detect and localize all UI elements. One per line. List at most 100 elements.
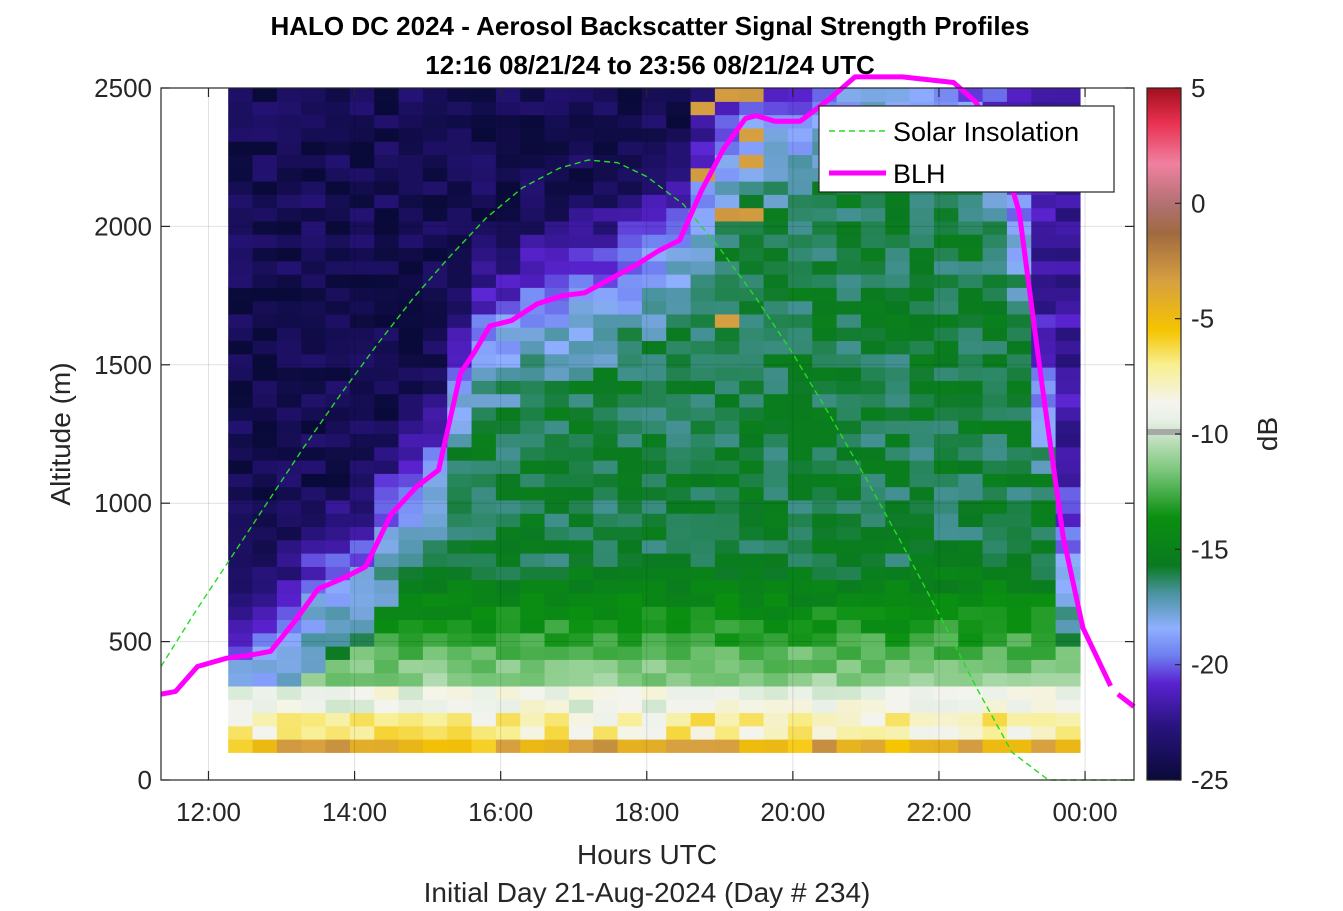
heatmap-cell (617, 274, 643, 288)
heatmap-cell (301, 699, 327, 714)
heatmap-cell (398, 725, 424, 740)
heatmap-cell (1006, 406, 1032, 421)
heatmap-cell (641, 220, 667, 235)
heatmap-cell (909, 579, 935, 594)
heatmap-cell (544, 499, 570, 514)
heatmap-cell (398, 553, 424, 567)
heatmap-cell (739, 526, 765, 541)
heatmap-cell (617, 526, 643, 541)
heatmap-cell (982, 632, 1008, 647)
heatmap-cell (398, 539, 424, 554)
heatmap-cell (860, 526, 886, 541)
heatmap-cell (666, 406, 692, 421)
heatmap-cell (325, 553, 351, 567)
heatmap-cell (763, 566, 789, 581)
heatmap-cell (301, 619, 327, 634)
heatmap-cell (422, 526, 448, 541)
heatmap-cell (641, 181, 667, 195)
heatmap-cell (666, 499, 692, 514)
heatmap-cell (301, 632, 327, 647)
heatmap-cell (568, 260, 594, 275)
heatmap-cell (958, 539, 984, 554)
heatmap-cell (349, 380, 375, 395)
heatmap-cell (422, 194, 448, 209)
heatmap-cell (398, 287, 424, 302)
heatmap-cell (495, 473, 521, 488)
heatmap-cell (471, 154, 497, 169)
colorbar: 50-5-10-15-20-25 dB (1146, 73, 1283, 795)
heatmap-cell (763, 380, 789, 395)
heatmap-cell (301, 313, 327, 328)
heatmap-cell (909, 646, 935, 660)
heatmap-cell (252, 114, 278, 129)
heatmap-cell (714, 393, 740, 408)
heatmap-cell (447, 606, 473, 621)
heatmap-cell (374, 167, 400, 182)
heatmap-cell (958, 194, 984, 209)
heatmap-cell (471, 632, 497, 647)
heatmap-cell (787, 499, 813, 514)
heatmap-cell (909, 88, 935, 102)
heatmap-cell (617, 632, 643, 647)
heatmap-cell (617, 473, 643, 488)
heatmap-cell (787, 380, 813, 395)
heatmap-cell (520, 579, 546, 594)
heatmap-cell (228, 712, 254, 727)
heatmap-cell (568, 685, 594, 700)
heatmap-cell (325, 181, 351, 195)
heatmap-cell (666, 460, 692, 474)
heatmap-cell (374, 433, 400, 448)
heatmap-cell (593, 220, 619, 235)
heatmap-cell (471, 181, 497, 195)
heatmap-cell (544, 154, 570, 169)
heatmap-cell (349, 646, 375, 660)
heatmap-cell (641, 499, 667, 514)
heatmap-cell (349, 579, 375, 594)
heatmap-cell (933, 340, 959, 355)
heatmap-cell (860, 685, 886, 700)
axes-box (160, 87, 1135, 781)
heatmap-cell (1031, 220, 1057, 235)
blh-line-segment (1116, 692, 1136, 709)
heatmap-cell (812, 646, 838, 660)
heatmap-cell (812, 672, 838, 687)
heatmap-cell (325, 513, 351, 528)
heatmap-cell (860, 725, 886, 740)
heatmap-cell (641, 672, 667, 687)
heatmap-cell (982, 194, 1008, 209)
heatmap-cell (447, 234, 473, 249)
heatmap-cell (690, 340, 716, 355)
heatmap-cell (1006, 632, 1032, 647)
heatmap-cell (666, 526, 692, 541)
heatmap-cell (763, 685, 789, 700)
heatmap-cell (958, 712, 984, 727)
heatmap-cell (325, 340, 351, 355)
heatmap-cell (836, 619, 862, 634)
heatmap-cell (544, 194, 570, 209)
heatmap-cell (860, 619, 886, 634)
heatmap-cell (909, 420, 935, 435)
heatmap-cell (1006, 433, 1032, 448)
heatmap-cell (374, 234, 400, 249)
heatmap-cell (495, 207, 521, 222)
heatmap-cell (982, 460, 1008, 474)
heatmap-cell (787, 340, 813, 355)
heatmap-cell (641, 260, 667, 275)
heatmap-cell (1006, 619, 1032, 634)
heatmap-cell (471, 579, 497, 594)
heatmap-cell (617, 646, 643, 660)
heatmap-cell (520, 260, 546, 275)
heatmap-cell (836, 526, 862, 541)
y-tick-label: 500 (109, 627, 152, 657)
heatmap-cell (690, 699, 716, 714)
heatmap-cell (933, 300, 959, 315)
heatmap-cell (568, 141, 594, 156)
heatmap-cell (447, 672, 473, 687)
heatmap-cell (1031, 194, 1057, 209)
heatmap-cell (739, 553, 765, 567)
heatmap-cell (763, 446, 789, 461)
heatmap-cell (1031, 632, 1057, 647)
heatmap-cell (544, 646, 570, 660)
heatmap-cell (1006, 739, 1032, 753)
heatmap-cell (836, 566, 862, 581)
